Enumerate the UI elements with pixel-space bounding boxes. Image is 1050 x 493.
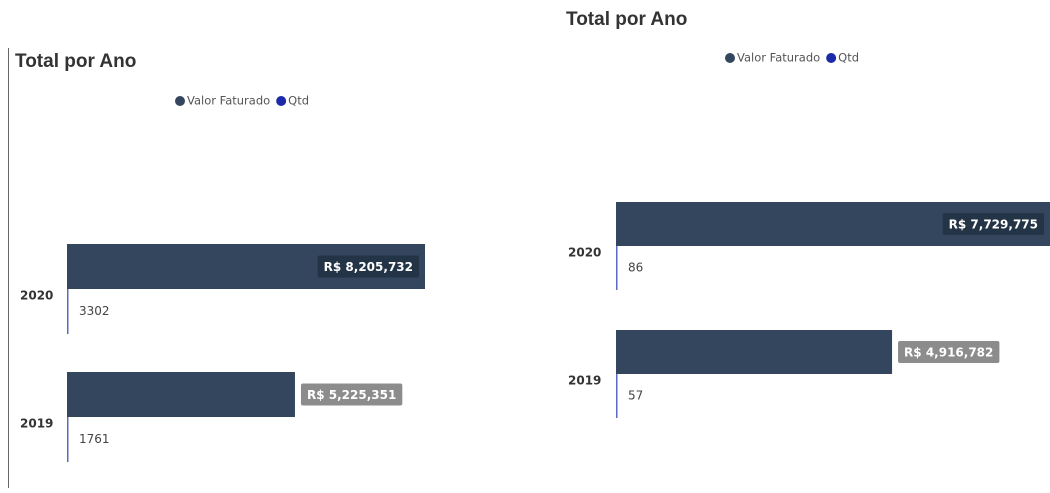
bar xyxy=(67,417,69,462)
value-label: R$ 4,916,782 xyxy=(904,346,993,360)
legend-label: Qtd xyxy=(288,94,309,108)
legend-dot xyxy=(175,96,185,106)
value-label: R$ 5,225,351 xyxy=(307,388,396,402)
value-label: 1761 xyxy=(79,432,110,446)
legend-dot xyxy=(276,96,287,106)
bar xyxy=(616,330,893,374)
value-label: R$ 7,729,775 xyxy=(949,218,1038,232)
category-label: 2020 xyxy=(568,246,601,260)
value-label: 86 xyxy=(628,261,643,275)
bar xyxy=(67,289,69,334)
chart-title: Total por Ano xyxy=(15,51,136,72)
bar xyxy=(616,374,618,418)
legend-label: Qtd xyxy=(838,51,859,65)
value-label: 57 xyxy=(628,389,643,403)
value-label-bg xyxy=(898,341,1000,363)
legend-dot xyxy=(826,53,837,63)
legend-label: Valor Faturado xyxy=(187,94,270,108)
legend-label: Valor Faturado xyxy=(737,51,820,65)
legend-dot xyxy=(725,53,735,63)
category-label: 2019 xyxy=(20,417,53,431)
bar xyxy=(67,372,295,417)
value-label: 3302 xyxy=(79,304,110,318)
bar xyxy=(616,246,618,290)
category-label: 2019 xyxy=(568,374,601,388)
category-label: 2020 xyxy=(20,289,53,303)
value-label-bg xyxy=(317,255,419,278)
chart-title: Total por Ano xyxy=(566,9,687,30)
value-label-bg xyxy=(942,213,1044,235)
value-label-bg xyxy=(300,383,403,406)
value-label: R$ 8,205,732 xyxy=(324,260,413,274)
